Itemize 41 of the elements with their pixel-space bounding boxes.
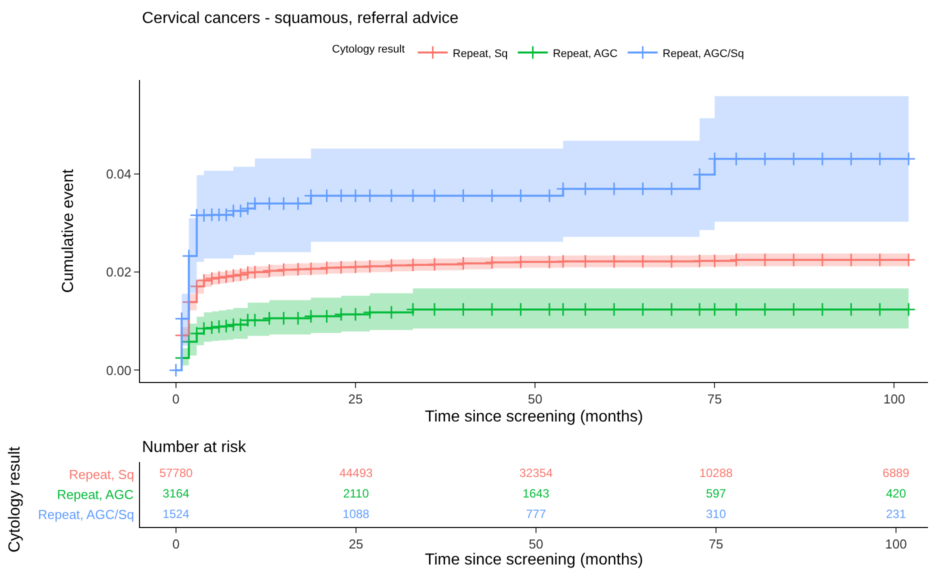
data-label: 6889: [882, 466, 910, 480]
data-label: 310: [706, 506, 726, 521]
y-axis-title: Cumulative event: [60, 168, 77, 293]
data-label: 32354: [519, 466, 554, 480]
chart-title: Cervical cancers - squamous, referral advice: [142, 10, 459, 27]
x-tick-label: 100: [883, 392, 906, 407]
data-label: 57780: [159, 466, 194, 480]
y-tick-label: Repeat, Sq: [69, 467, 134, 482]
data-label: 3164: [162, 486, 190, 500]
data-label: 1643: [522, 486, 550, 500]
y-tick-label: 0.04: [106, 166, 132, 182]
y-tick-label: Repeat, AGC/Sq: [38, 507, 134, 522]
x-tick-label: 0: [172, 536, 180, 552]
x-tick-label: 50: [528, 392, 542, 407]
x-axis-title: Time since screening (months): [424, 552, 644, 569]
legend-title: Cytology result: [332, 43, 405, 56]
x-tick-label: 0: [172, 392, 180, 407]
x-tick-label: 100: [885, 536, 907, 552]
data-label: 231: [886, 506, 906, 521]
y-tick-label: 0.00: [106, 362, 132, 378]
legend-label: Repeat, AGC/Sq: [662, 48, 744, 60]
data-label: 777: [526, 506, 546, 521]
chart-title: Number at risk: [142, 439, 248, 456]
data-label: 10288: [699, 466, 734, 480]
data-label: 420: [886, 486, 906, 500]
x-tick-label: 75: [708, 536, 724, 552]
x-axis-title: Time since screening (months): [424, 408, 644, 426]
data-label: 44493: [339, 466, 374, 480]
data-label: 2110: [343, 486, 370, 500]
x-tick-label: 25: [348, 392, 363, 407]
x-tick-label: 75: [707, 392, 722, 407]
y-tick-label: Repeat, AGC: [57, 487, 134, 502]
y-tick-label: 0.02: [106, 264, 132, 280]
data-label: 1088: [342, 506, 370, 521]
y-axis-title: Cytology result: [6, 446, 24, 552]
legend-label: Repeat, Sq: [452, 48, 508, 60]
data-label: 597: [706, 486, 726, 500]
data-label: 1524: [162, 506, 190, 521]
x-tick-label: 25: [348, 536, 364, 552]
legend-label: Repeat, AGC: [552, 48, 618, 60]
x-tick-label: 50: [528, 536, 544, 552]
